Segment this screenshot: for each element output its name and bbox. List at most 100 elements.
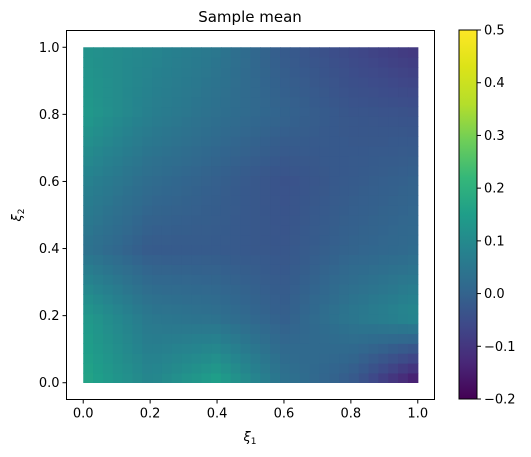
heatmap-cell bbox=[142, 116, 153, 127]
heatmap-cell bbox=[122, 284, 134, 295]
heatmap-cell bbox=[309, 145, 320, 157]
heatmap-cell bbox=[348, 293, 360, 305]
heatmap-cell bbox=[339, 244, 350, 256]
heatmap-cell bbox=[83, 313, 94, 325]
heatmap-cell bbox=[358, 313, 370, 325]
heatmap-cell bbox=[161, 155, 173, 167]
heatmap-cell bbox=[299, 165, 311, 177]
heatmap-cell bbox=[230, 185, 242, 196]
heatmap-cell bbox=[112, 244, 124, 256]
heatmap-cell bbox=[319, 205, 330, 216]
heatmap-cell bbox=[230, 333, 242, 344]
heatmap-cell bbox=[112, 57, 124, 68]
heatmap-cell bbox=[329, 313, 340, 325]
heatmap-cell bbox=[112, 284, 124, 295]
heatmap-cell bbox=[181, 195, 193, 206]
heatmap-cell bbox=[112, 254, 124, 265]
heatmap-cell bbox=[102, 76, 114, 88]
heatmap-cell bbox=[220, 47, 232, 58]
heatmap-cell bbox=[270, 136, 281, 147]
heatmap-cell bbox=[240, 106, 252, 117]
heatmap-cell bbox=[289, 57, 301, 68]
heatmap-cell bbox=[181, 313, 193, 325]
heatmap-cell bbox=[161, 303, 173, 315]
heatmap-cell bbox=[289, 323, 301, 334]
heatmap-cell bbox=[201, 205, 212, 216]
heatmap-cell bbox=[152, 234, 163, 246]
heatmap-cell bbox=[230, 155, 242, 167]
heatmap-cell bbox=[329, 136, 340, 147]
heatmap-cell bbox=[299, 116, 311, 127]
heatmap-cell bbox=[93, 293, 104, 305]
heatmap-cell bbox=[132, 323, 143, 334]
heatmap-cell bbox=[240, 145, 252, 157]
heatmap-cell bbox=[309, 264, 320, 275]
heatmap-cell bbox=[240, 362, 252, 374]
heatmap-cell bbox=[329, 155, 340, 167]
heatmap-cell bbox=[132, 145, 143, 157]
heatmap-cell bbox=[171, 106, 183, 117]
heatmap-cell bbox=[398, 86, 409, 98]
heatmap-cell bbox=[270, 96, 281, 108]
heatmap-cell bbox=[171, 57, 183, 68]
heatmap-cell bbox=[211, 106, 222, 117]
heatmap-cell bbox=[201, 175, 212, 186]
x-axis-label-symbol: ξ bbox=[243, 430, 252, 445]
heatmap-cell bbox=[388, 293, 399, 305]
heatmap-cell bbox=[230, 175, 242, 186]
heatmap-cell bbox=[191, 86, 202, 98]
heatmap-cell bbox=[398, 96, 409, 108]
heatmap-cell bbox=[260, 175, 271, 186]
heatmap-cell bbox=[250, 333, 261, 344]
heatmap-cell bbox=[329, 343, 340, 354]
heatmap-cell bbox=[250, 264, 261, 275]
heatmap-cell bbox=[122, 86, 134, 98]
heatmap-cell bbox=[152, 323, 163, 334]
heatmap-cell bbox=[378, 362, 389, 374]
heatmap-cell bbox=[132, 155, 143, 167]
heatmap-cell bbox=[339, 86, 350, 98]
heatmap-cell bbox=[181, 145, 193, 157]
heatmap-cell bbox=[407, 76, 419, 88]
heatmap-cell bbox=[358, 67, 370, 78]
heatmap-cell bbox=[270, 86, 281, 98]
heatmap-cell bbox=[112, 215, 124, 226]
heatmap-cell bbox=[240, 57, 252, 68]
heatmap-cell bbox=[339, 67, 350, 78]
heatmap-cell bbox=[142, 165, 153, 177]
heatmap-cell bbox=[398, 254, 409, 265]
heatmap-cell bbox=[230, 303, 242, 315]
heatmap-cell bbox=[93, 136, 104, 147]
heatmap-cell bbox=[122, 195, 134, 206]
heatmap-cell bbox=[112, 116, 124, 127]
heatmap-cell bbox=[171, 284, 183, 295]
heatmap-cell bbox=[161, 254, 173, 265]
heatmap-cell bbox=[112, 362, 124, 374]
heatmap-cell bbox=[211, 126, 222, 137]
heatmap-cell bbox=[171, 293, 183, 305]
heatmap-cell bbox=[289, 215, 301, 226]
heatmap-cell bbox=[358, 195, 370, 206]
heatmap-cell bbox=[339, 175, 350, 186]
heatmap-cell bbox=[201, 303, 212, 315]
heatmap-cell bbox=[152, 47, 163, 58]
heatmap-cell bbox=[398, 57, 409, 68]
heatmap-cell bbox=[358, 96, 370, 108]
heatmap-cell bbox=[220, 372, 232, 383]
heatmap-cell bbox=[250, 145, 261, 157]
heatmap-cell bbox=[102, 372, 114, 383]
heatmap-cell bbox=[309, 165, 320, 177]
heatmap-cell bbox=[181, 185, 193, 196]
heatmap-cell bbox=[407, 274, 419, 285]
heatmap-cell bbox=[142, 362, 153, 374]
heatmap-cell bbox=[309, 234, 320, 246]
heatmap-cell bbox=[280, 333, 291, 344]
heatmap-cell bbox=[201, 254, 212, 265]
heatmap-cell bbox=[142, 264, 153, 275]
heatmap-cell bbox=[240, 76, 252, 88]
heatmap-cell bbox=[161, 224, 173, 236]
heatmap-cell bbox=[388, 343, 399, 354]
heatmap-cell bbox=[270, 333, 281, 344]
heatmap-cell bbox=[358, 116, 370, 127]
heatmap-cell bbox=[289, 372, 301, 383]
